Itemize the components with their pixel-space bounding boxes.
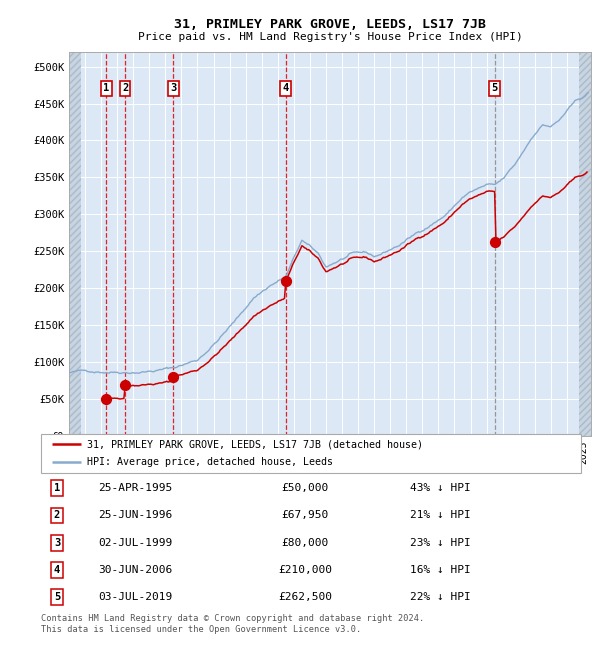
Text: £210,000: £210,000 (278, 565, 332, 575)
Text: 5: 5 (491, 83, 498, 94)
Text: 2: 2 (54, 510, 60, 521)
Text: 3: 3 (170, 83, 176, 94)
Bar (69, 52, 81, 436)
Text: Price paid vs. HM Land Registry's House Price Index (HPI): Price paid vs. HM Land Registry's House … (137, 32, 523, 42)
Text: 2: 2 (122, 83, 128, 94)
FancyBboxPatch shape (41, 434, 581, 473)
Text: £67,950: £67,950 (282, 510, 329, 521)
Point (101, 393, 111, 404)
Text: £80,000: £80,000 (282, 538, 329, 548)
Text: 5: 5 (54, 592, 60, 603)
Text: 4: 4 (283, 83, 289, 94)
Point (169, 371, 178, 382)
Text: 31, PRIMLEY PARK GROVE, LEEDS, LS17 7JB (detached house): 31, PRIMLEY PARK GROVE, LEEDS, LS17 7JB … (87, 439, 423, 449)
Text: 31, PRIMLEY PARK GROVE, LEEDS, LS17 7JB: 31, PRIMLEY PARK GROVE, LEEDS, LS17 7JB (174, 18, 486, 31)
Bar (579, 52, 591, 436)
Text: Contains HM Land Registry data © Crown copyright and database right 2024.: Contains HM Land Registry data © Crown c… (41, 614, 424, 623)
Text: HPI: Average price, detached house, Leeds: HPI: Average price, detached house, Leed… (87, 458, 333, 467)
Point (281, 276, 290, 286)
Text: 43% ↓ HPI: 43% ↓ HPI (410, 483, 471, 493)
Text: 3: 3 (54, 538, 60, 548)
Text: 1: 1 (54, 483, 60, 493)
Text: 03-JUL-2019: 03-JUL-2019 (98, 592, 172, 603)
Text: 4: 4 (54, 565, 60, 575)
Point (120, 380, 130, 391)
Text: 22% ↓ HPI: 22% ↓ HPI (410, 592, 471, 603)
Text: 02-JUL-1999: 02-JUL-1999 (98, 538, 172, 548)
Text: 30-JUN-2006: 30-JUN-2006 (98, 565, 172, 575)
Text: 16% ↓ HPI: 16% ↓ HPI (410, 565, 471, 575)
Text: This data is licensed under the Open Government Licence v3.0.: This data is licensed under the Open Gov… (41, 625, 361, 634)
Text: £262,500: £262,500 (278, 592, 332, 603)
Point (490, 237, 500, 247)
Text: £50,000: £50,000 (282, 483, 329, 493)
Text: 21% ↓ HPI: 21% ↓ HPI (410, 510, 471, 521)
Text: 25-JUN-1996: 25-JUN-1996 (98, 510, 172, 521)
Text: 23% ↓ HPI: 23% ↓ HPI (410, 538, 471, 548)
Text: 25-APR-1995: 25-APR-1995 (98, 483, 172, 493)
Text: 1: 1 (103, 83, 109, 94)
